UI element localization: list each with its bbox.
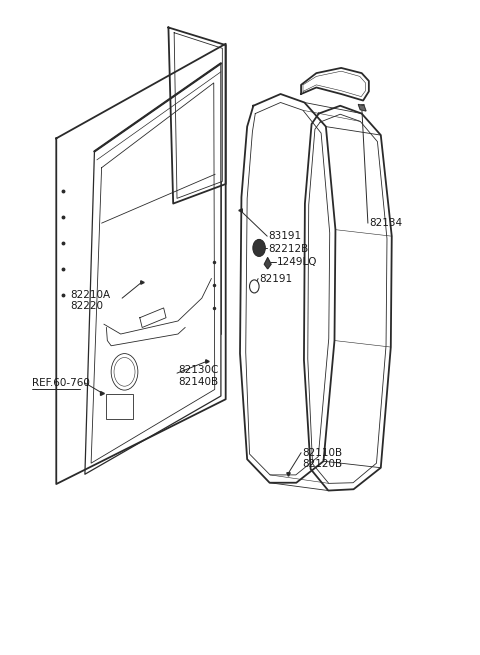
Text: 82210A: 82210A <box>71 290 111 300</box>
Text: 82220: 82220 <box>71 301 104 311</box>
Text: 82130C: 82130C <box>178 365 218 375</box>
Text: 82140B: 82140B <box>178 377 218 386</box>
Polygon shape <box>264 257 271 269</box>
Text: 82191: 82191 <box>259 274 292 284</box>
Text: 1249LQ: 1249LQ <box>277 257 318 267</box>
Text: 82120B: 82120B <box>302 459 342 470</box>
Text: 82134: 82134 <box>369 218 402 228</box>
Polygon shape <box>359 104 366 111</box>
Circle shape <box>253 240 265 256</box>
Circle shape <box>250 280 259 293</box>
Bar <box>107 394 132 419</box>
Text: 83191: 83191 <box>269 231 302 241</box>
Text: 82110B: 82110B <box>302 448 342 458</box>
Text: REF.60-760: REF.60-760 <box>33 378 90 388</box>
Text: 82212B: 82212B <box>269 244 309 254</box>
